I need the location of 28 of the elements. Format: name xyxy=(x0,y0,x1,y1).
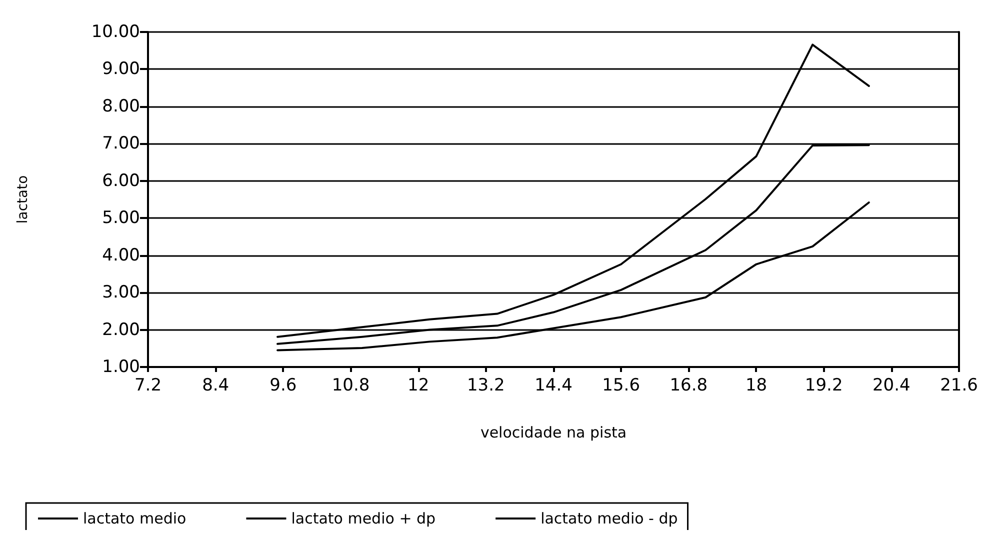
legend-label: lactato medio - dp xyxy=(540,510,678,528)
x-tick-label: 10.8 xyxy=(332,376,370,396)
x-tick-label: 9.6 xyxy=(270,376,297,396)
x-tick-label: 21.6 xyxy=(940,376,978,396)
x-tick-label: 18 xyxy=(745,376,768,396)
y-tick-label: 9.00 xyxy=(102,59,140,80)
y-tick-label: 6.00 xyxy=(102,170,140,191)
x-tick-label: 19.2 xyxy=(804,376,843,396)
x-tick-label: 14.4 xyxy=(534,376,572,396)
legend-label: lactato medio xyxy=(83,510,186,528)
y-tick-label: 2.00 xyxy=(102,320,140,340)
x-tick-label: 13.2 xyxy=(466,376,505,396)
y-tick-label: 4.00 xyxy=(102,245,140,266)
x-tick-label: 15.6 xyxy=(602,376,640,396)
y-tick-label: 7.00 xyxy=(102,134,140,154)
x-tick-label: 8.4 xyxy=(202,376,230,396)
x-tick-label: 20.4 xyxy=(872,376,910,396)
y-axis-title: lactato xyxy=(15,175,31,224)
y-tick-label: 8.00 xyxy=(102,96,140,116)
x-tick-label: 16.8 xyxy=(670,376,708,396)
x-tick-label: 12 xyxy=(408,376,430,396)
x-axis-title: velocidade na pista xyxy=(480,424,627,442)
y-tick-label: 5.00 xyxy=(102,208,140,228)
y-tick-label: 10.00 xyxy=(91,22,140,42)
y-tick-label: 3.00 xyxy=(102,282,140,303)
legend-label: lactato medio + dp xyxy=(291,510,436,528)
x-tick-label: 7.2 xyxy=(134,376,162,396)
y-tick-label: 1.00 xyxy=(102,357,140,377)
